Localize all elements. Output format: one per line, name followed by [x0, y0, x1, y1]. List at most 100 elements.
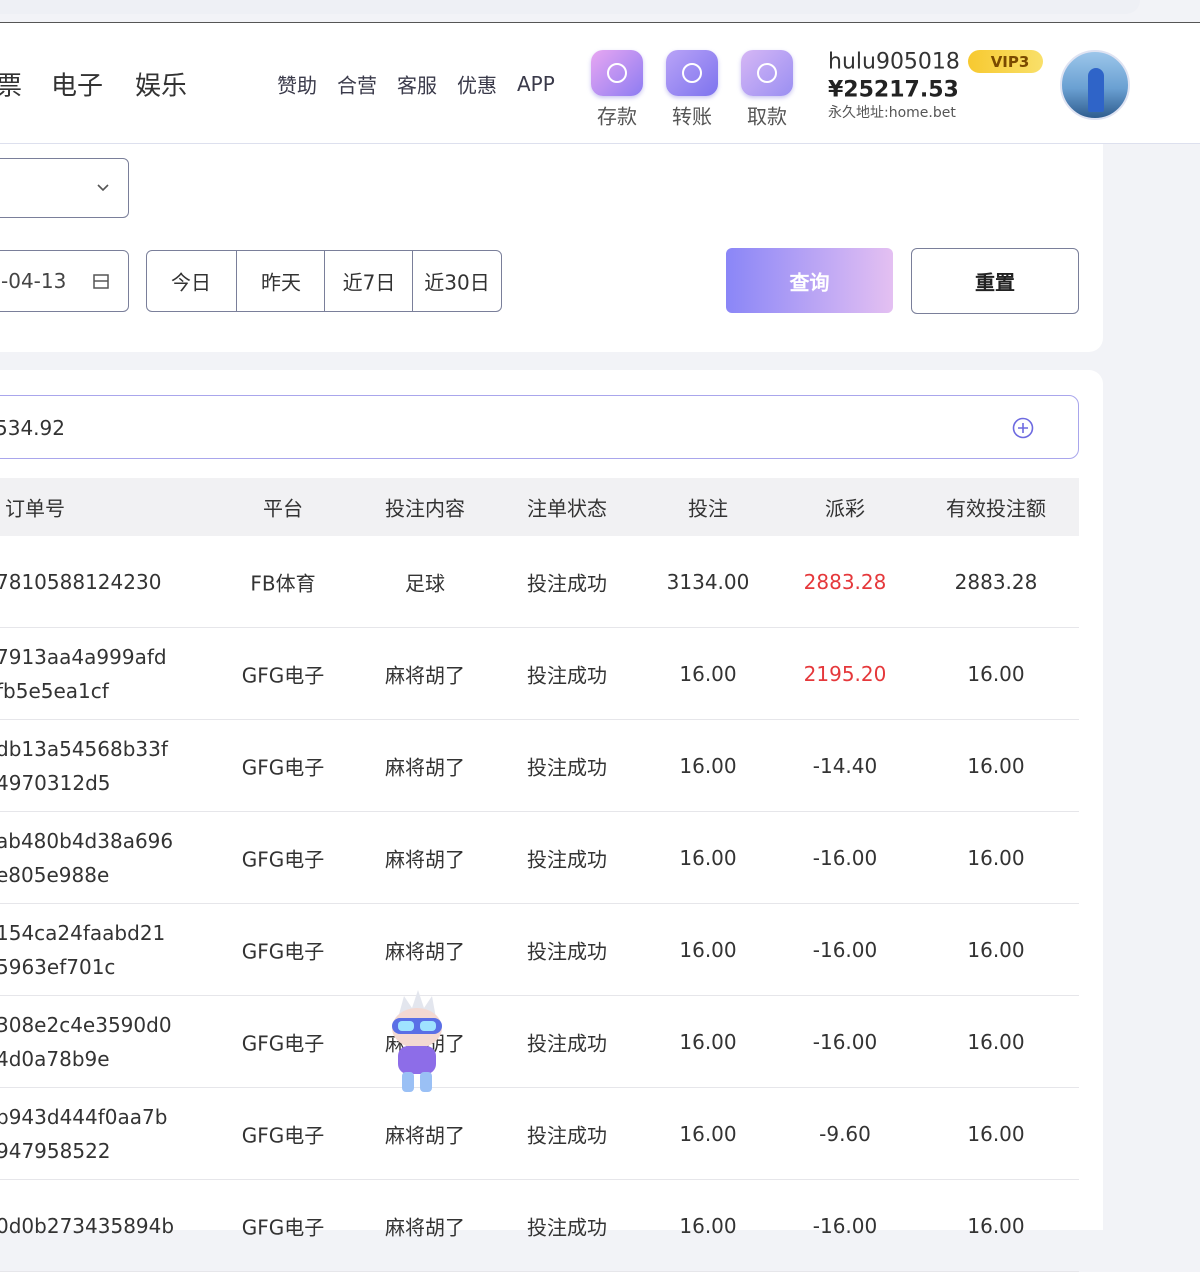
balance: ¥25217.53: [828, 77, 959, 103]
cell: GFG电子: [241, 1215, 325, 1240]
table-card: 534.92 订单号 平台 投注内容 注单状态 投注 派彩 有效投注额 78105881242…: [0, 370, 1103, 1272]
cell: 16.00: [679, 662, 737, 686]
range-button[interactable]: 昨天: [236, 251, 325, 311]
range-label: 近30日: [424, 270, 490, 295]
range-label: 今日: [171, 270, 211, 295]
row-divider: [0, 719, 1079, 720]
cell: 2883.28: [803, 570, 887, 594]
nav-link[interactable]: 赞助: [277, 73, 317, 98]
row-divider: [0, 1087, 1079, 1088]
nav-link[interactable]: 合营: [337, 73, 377, 98]
cell: 足球: [405, 571, 445, 596]
range-label: 昨天: [261, 270, 301, 295]
cell: GFG电子: [241, 847, 325, 872]
range-button[interactable]: 今日: [147, 251, 235, 311]
order-number: ab480b4d38a696: [0, 829, 174, 853]
order-number: 947958522: [0, 1139, 111, 1163]
column-header: 注单状态: [527, 496, 607, 521]
cell: -16.00: [812, 846, 878, 870]
order-number: 154ca24faabd21: [0, 921, 166, 945]
column-header: 订单号: [5, 496, 65, 521]
reset-button[interactable]: 重置: [911, 248, 1079, 314]
row-divider: [0, 627, 1079, 628]
cell: 16.00: [679, 846, 737, 870]
cell: 16.00: [967, 1030, 1025, 1054]
column-header: 投注: [688, 496, 728, 521]
action-label[interactable]: 存款: [597, 104, 637, 129]
range-label: 近7日: [342, 270, 396, 295]
table-header: [0, 478, 1079, 536]
cell: 投注成功: [527, 755, 607, 780]
username: hulu905018: [828, 49, 960, 75]
cell: 16.00: [679, 754, 737, 778]
header: 票电子 娱乐 赞助 合营 客服 优惠 APP 存款 转账 取款 hulu905018 VIP3 ¥252…: [0, 23, 1200, 144]
mascot: [392, 990, 442, 1092]
cell: GFG电子: [241, 1031, 325, 1056]
action-icon[interactable]: [741, 50, 793, 96]
icon-glyph: [607, 63, 627, 83]
row-divider: [0, 995, 1079, 996]
action-label[interactable]: 取款: [747, 104, 787, 129]
reset-label: 重置: [975, 270, 1015, 295]
cell: 16.00: [967, 754, 1025, 778]
cell: GFG电子: [241, 1123, 325, 1148]
icon-glyph: [682, 63, 702, 83]
nav-item[interactable]: 电子: [51, 71, 104, 102]
cell: -9.60: [819, 1122, 871, 1146]
cell: 投注成功: [527, 663, 607, 688]
range-button[interactable]: 近7日: [324, 251, 413, 311]
cell: 16.00: [967, 846, 1025, 870]
cell: 麻将胡了: [385, 939, 465, 964]
dropdown[interactable]: [0, 158, 129, 218]
row-divider: [0, 1179, 1079, 1180]
action-icon[interactable]: [666, 50, 718, 96]
cell: 16.00: [967, 938, 1025, 962]
cell: 16.00: [679, 1030, 737, 1054]
cell: -16.00: [812, 1214, 878, 1238]
cell: -14.40: [812, 754, 878, 778]
cell: 麻将胡了: [385, 1123, 465, 1148]
cell: GFG电子: [241, 939, 325, 964]
cell: GFG电子: [241, 755, 325, 780]
order-number: db13a54568b33f: [0, 737, 168, 761]
cell: 投注成功: [527, 571, 607, 596]
expand-icon[interactable]: [1012, 417, 1034, 439]
date-input[interactable]: -04-13: [0, 250, 129, 312]
nav-link[interactable]: APP: [517, 72, 555, 96]
cell: 2195.20: [803, 662, 887, 686]
divider: [0, 22, 1200, 23]
order-number: 4970312d5: [0, 771, 111, 795]
nav-item[interactable]: 票: [0, 71, 23, 102]
cell: 16.00: [967, 662, 1025, 686]
nav-item[interactable]: 娱乐: [135, 71, 188, 102]
query-button[interactable]: 查询: [726, 248, 893, 313]
vip-badge: VIP3: [968, 50, 1043, 73]
cell: -16.00: [812, 1030, 878, 1054]
nav-link[interactable]: 优惠: [457, 73, 497, 98]
nav-link[interactable]: 客服: [397, 73, 437, 98]
cell: 麻将胡了: [385, 1215, 465, 1240]
range-group: 今日 昨天 近7日 近30日: [146, 250, 502, 312]
calendar-icon: [93, 274, 109, 289]
browser-bar: [0, 0, 1140, 14]
cell: 2883.28: [954, 570, 1038, 594]
order-number: fb5e5ea1cf: [0, 679, 109, 703]
avatar[interactable]: [1060, 50, 1130, 120]
order-number: 308e2c4e3590d0: [0, 1013, 172, 1037]
cell: 16.00: [679, 938, 737, 962]
cell: 16.00: [679, 1122, 737, 1146]
action-icon[interactable]: [591, 50, 643, 96]
cell: 投注成功: [527, 1123, 607, 1148]
icon-glyph: [757, 63, 777, 83]
column-header: 投注内容: [385, 496, 465, 521]
action-label[interactable]: 转账: [672, 104, 712, 129]
cell: 麻将胡了: [385, 755, 465, 780]
order-number: 4d0a78b9e: [0, 1047, 110, 1071]
vip-label: VIP3: [990, 53, 1030, 71]
order-number: 0d0b273435894b: [0, 1214, 175, 1238]
range-button[interactable]: 近30日: [412, 251, 501, 311]
column-header: 派彩: [825, 496, 865, 521]
chevron-icon: [97, 184, 109, 192]
order-number: b943d444f0aa7b: [0, 1105, 168, 1129]
